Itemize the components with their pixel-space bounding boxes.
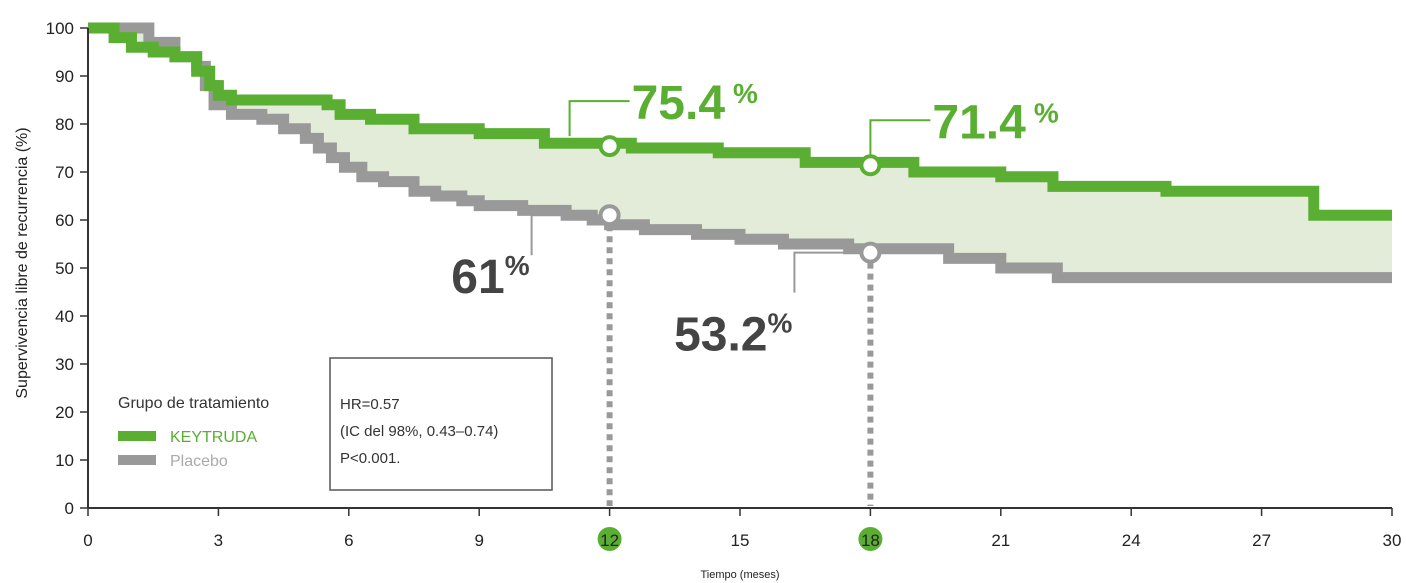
annotation-value-placebo: 53.2% bbox=[674, 308, 792, 362]
y-tick-label: 0 bbox=[65, 499, 74, 518]
annotation-value-placebo: 61% bbox=[451, 250, 529, 304]
x-tick-highlight bbox=[858, 527, 883, 551]
annotation-point-keytruda bbox=[859, 154, 882, 177]
series-lines bbox=[88, 22, 1392, 284]
x-tick-label: 9 bbox=[474, 531, 483, 550]
stats-p: P<0.001. bbox=[340, 450, 400, 467]
x-tick-label: 27 bbox=[1252, 531, 1271, 550]
x-tick-label: 15 bbox=[731, 531, 750, 550]
x-tick-label: 12 bbox=[600, 531, 619, 550]
y-tick-label: 100 bbox=[46, 19, 74, 38]
stats-box: HR=0.57 (IC del 98%, 0.43–0.74) P<0.001. bbox=[329, 357, 553, 491]
y-tick-label: 20 bbox=[55, 403, 74, 422]
legend-title: Grupo de tratamiento bbox=[118, 395, 269, 412]
series-line-keytruda bbox=[88, 22, 1392, 221]
annotations: 75.4 % 71.4 % 61% 53.2% bbox=[451, 77, 1059, 506]
annotation-connector bbox=[869, 119, 931, 156]
annotation-value-keytruda: 75.4% bbox=[632, 77, 758, 130]
legend: Grupo de tratamiento KEYTRUDA Placebo bbox=[118, 395, 269, 470]
stats-hr: HR=0.57 bbox=[340, 396, 400, 413]
x-tick-label: 3 bbox=[214, 531, 223, 550]
annotation-point-placebo bbox=[598, 204, 621, 227]
axes: 0 10 20 30 40 50 60 70 80 90 100 0 3 6 9 12 15 18 21 24 27 30 bbox=[46, 19, 1402, 551]
stats-box-frame bbox=[329, 357, 553, 491]
y-tick-label: 50 bbox=[55, 259, 74, 278]
x-tick-label: 0 bbox=[83, 531, 92, 550]
x-tick-highlight bbox=[597, 527, 622, 551]
legend-swatch-keytruda bbox=[118, 431, 156, 441]
legend-label-keytruda: KEYTRUDA bbox=[170, 429, 257, 446]
x-tick-label: 24 bbox=[1122, 531, 1141, 550]
x-tick-label: 6 bbox=[344, 531, 353, 550]
y-axis-label: Supervivencia libre de recurrencia (%) bbox=[14, 127, 31, 398]
legend-swatch-placebo bbox=[118, 455, 156, 465]
annotation-connector bbox=[568, 100, 630, 137]
y-tick-label: 10 bbox=[55, 451, 74, 470]
annotation-point-keytruda bbox=[598, 135, 621, 158]
y-tick-label: 60 bbox=[55, 211, 74, 230]
annotation-connector bbox=[793, 251, 861, 293]
x-axis-label: Tiempo (meses) bbox=[700, 569, 779, 581]
y-tick-label: 30 bbox=[55, 355, 74, 374]
x-tick-label: 21 bbox=[991, 531, 1010, 550]
legend-label-placebo: Placebo bbox=[170, 453, 228, 470]
y-tick-label: 40 bbox=[55, 307, 74, 326]
x-tick-label: 18 bbox=[861, 531, 880, 550]
y-tick-label: 90 bbox=[55, 67, 74, 86]
y-tick-label: 70 bbox=[55, 163, 74, 182]
annotation-point-placebo bbox=[859, 241, 882, 264]
annotation-connector bbox=[530, 214, 600, 256]
y-tick-label: 80 bbox=[55, 115, 74, 134]
annotation-value-keytruda: 71.4% bbox=[932, 96, 1058, 149]
x-tick-label: 30 bbox=[1383, 531, 1402, 550]
stats-ci: (IC del 98%, 0.43–0.74) bbox=[340, 423, 498, 440]
